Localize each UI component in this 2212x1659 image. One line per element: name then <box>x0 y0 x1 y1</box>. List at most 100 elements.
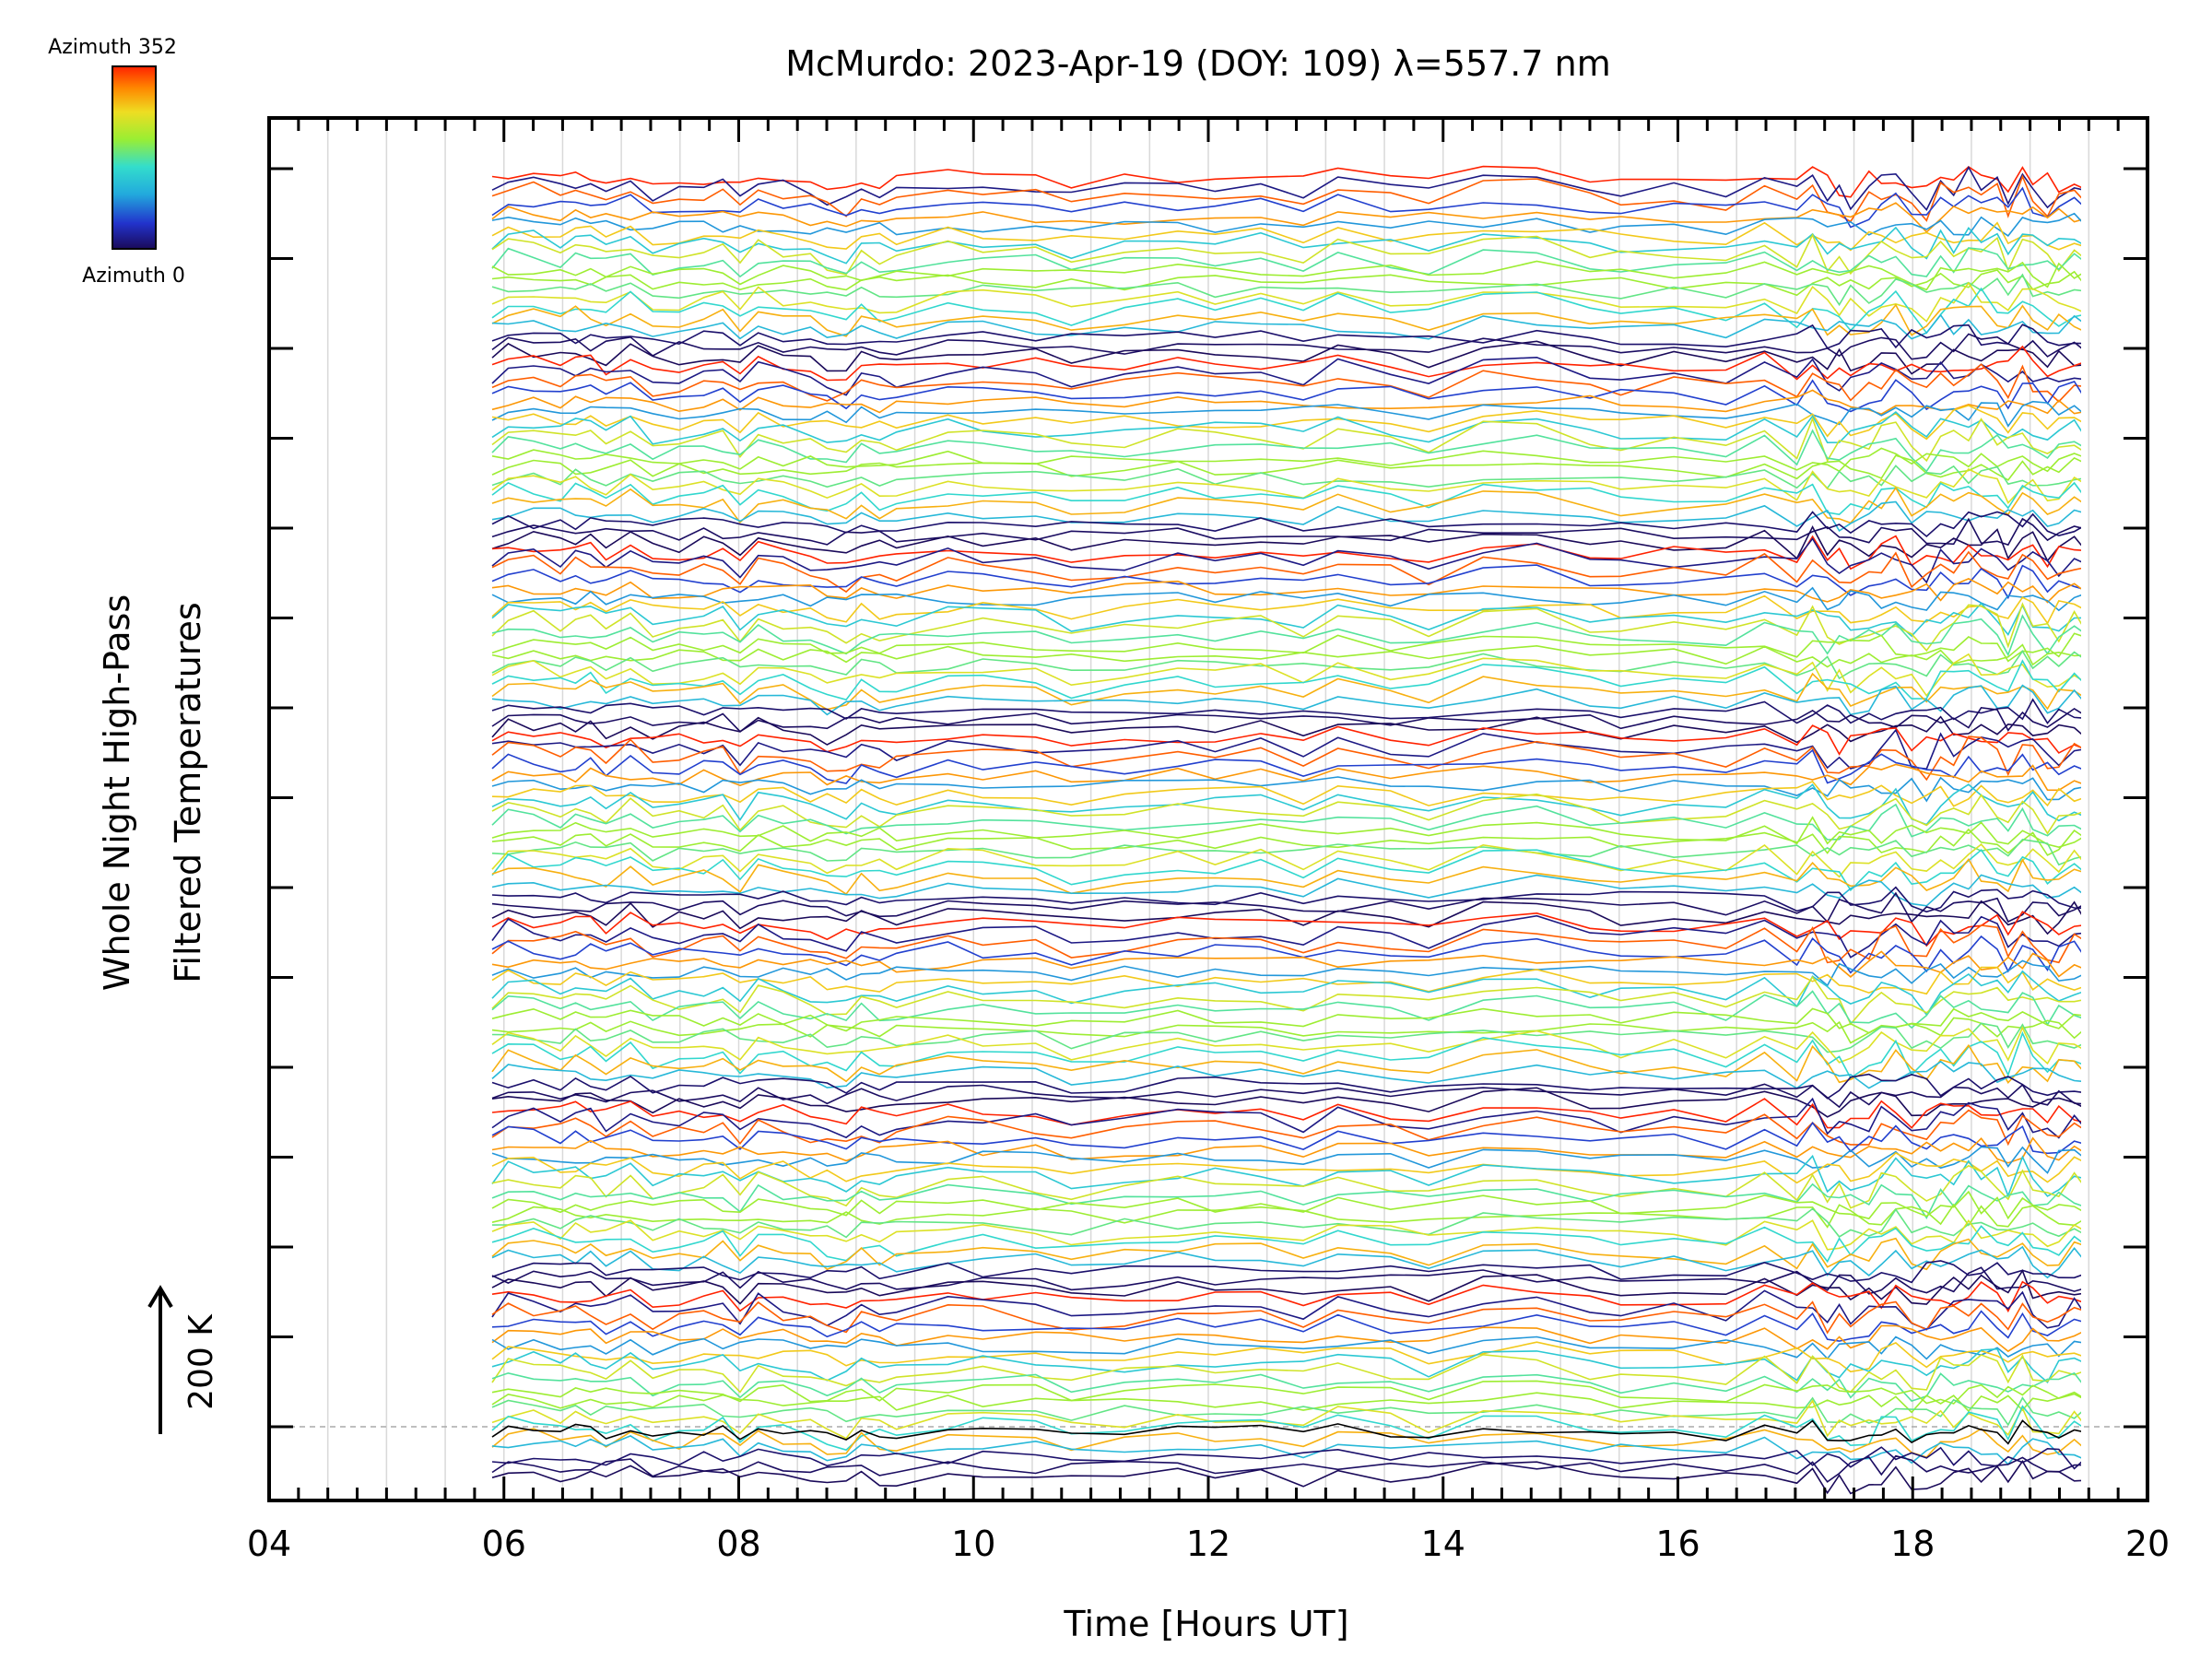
series-line <box>491 537 2081 584</box>
series-line <box>491 333 2081 360</box>
series-line <box>491 212 2081 237</box>
series-line <box>491 1164 2081 1209</box>
series-line <box>491 1396 2081 1427</box>
chart-title: McMurdo: 2023-Apr-19 (DOY: 109) λ=557.7 … <box>785 43 1611 84</box>
series-line <box>491 1146 2081 1174</box>
series-line <box>491 763 2081 792</box>
series-line <box>491 1446 2081 1470</box>
x-tick-label: 16 <box>1655 1524 1700 1564</box>
series-line <box>491 511 2081 538</box>
series-line <box>491 783 2081 826</box>
series-line <box>491 653 2081 698</box>
series-line <box>491 643 2081 668</box>
series-line <box>491 1109 2081 1147</box>
series-line <box>491 1280 2081 1313</box>
series-line <box>491 950 2081 978</box>
series-line <box>491 724 2081 756</box>
series-line <box>491 1454 2081 1483</box>
series-line <box>491 614 2081 657</box>
series-line <box>491 1043 2081 1085</box>
series-line <box>491 165 2081 212</box>
series-line <box>491 260 2081 291</box>
series-line <box>491 838 2081 866</box>
series-line <box>491 1268 2081 1305</box>
y-axis-label-line2: Filtered Temperatures <box>168 602 208 982</box>
series-line <box>491 886 2081 913</box>
series-line <box>491 1017 2081 1044</box>
series-line <box>491 828 2081 856</box>
series-line <box>491 1260 2081 1284</box>
series-line <box>491 226 2081 265</box>
series-line <box>491 517 2081 547</box>
series-line <box>491 793 2081 835</box>
series-line <box>491 632 2081 663</box>
series-line <box>491 1182 2081 1220</box>
x-tick-label: 18 <box>1890 1524 1935 1564</box>
series-line <box>491 911 2081 947</box>
series-line <box>491 1266 2081 1295</box>
series-line <box>491 857 2081 896</box>
series-line <box>491 550 2081 594</box>
series-line <box>491 1026 2081 1065</box>
series-line <box>491 1310 2081 1342</box>
series-line <box>491 269 2081 297</box>
series-line <box>491 524 2081 562</box>
series-line <box>491 849 2081 892</box>
series-line <box>491 672 2081 711</box>
series-line <box>491 900 2081 935</box>
series-line <box>491 966 2081 995</box>
series-line <box>491 803 2081 841</box>
series-line <box>491 447 2081 473</box>
series-line <box>491 465 2081 489</box>
series-line <box>491 356 2081 396</box>
series-line <box>491 602 2081 638</box>
x-tick-label: 04 <box>247 1524 291 1564</box>
series-line <box>491 340 2081 375</box>
series-line <box>491 1245 2081 1279</box>
series-line <box>491 748 2081 784</box>
series-line <box>491 1353 2081 1394</box>
series-line <box>491 405 2081 441</box>
colorbar-bottom-label: Azimuth 0 <box>82 265 185 288</box>
series-line <box>491 232 2081 276</box>
scale-label: 200 K <box>182 1313 220 1410</box>
series-line <box>491 975 2081 1026</box>
series-line <box>491 417 2081 463</box>
series-line <box>491 602 2081 653</box>
series-line <box>491 594 2081 625</box>
series-line <box>491 1428 2081 1458</box>
x-tick-labels: 04 06 08 10 12 14 16 18 20 <box>247 1524 2170 1564</box>
series-line <box>491 429 2081 473</box>
series-line <box>491 1136 2081 1164</box>
series-line <box>491 1060 2081 1089</box>
series-line <box>491 1460 2081 1495</box>
series-line <box>491 1030 2081 1079</box>
series-line <box>491 578 2081 604</box>
series-line <box>491 1121 2081 1155</box>
y-axis-label-line1: Whole Night High-Pass <box>97 594 137 991</box>
series-line <box>491 1419 2081 1445</box>
series-line <box>491 1207 2081 1239</box>
series-line <box>491 1151 2081 1184</box>
series-line <box>491 735 2081 782</box>
series-line <box>491 174 2081 223</box>
traces <box>491 165 2081 1495</box>
series-line <box>491 165 2081 198</box>
scale-arrow-head <box>147 1285 173 1309</box>
x-tick-label: 08 <box>716 1524 760 1564</box>
series-line <box>491 313 2081 340</box>
series-line <box>491 486 2081 524</box>
series-line <box>491 202 2081 233</box>
series-line <box>491 586 2081 612</box>
series-line <box>491 564 2081 600</box>
series-line <box>491 454 2081 481</box>
series-line <box>491 186 2081 229</box>
x-tick-label: 14 <box>1421 1524 1465 1564</box>
series-line <box>491 535 2081 571</box>
series-line <box>491 1399 2081 1440</box>
series-line <box>491 843 2081 878</box>
series-line <box>491 959 2081 987</box>
series-line <box>491 990 2081 1030</box>
series-line <box>491 1300 2081 1335</box>
